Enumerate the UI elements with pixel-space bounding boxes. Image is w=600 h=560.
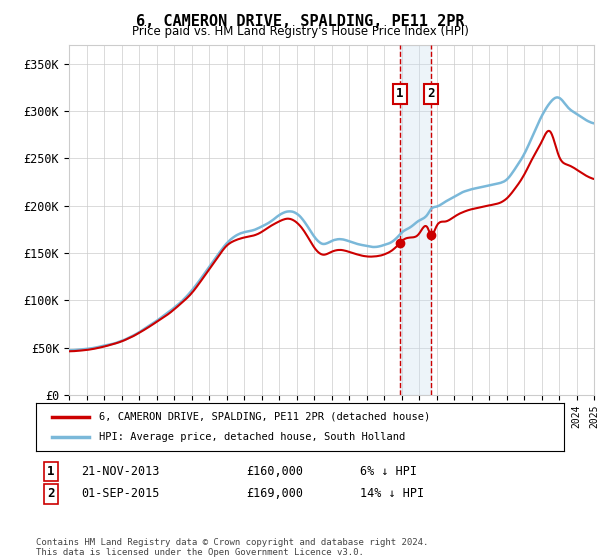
Bar	[400, 45, 431, 395]
Text: 1: 1	[47, 465, 55, 478]
Text: £160,000: £160,000	[246, 465, 303, 478]
Text: 2: 2	[47, 487, 55, 501]
Text: Price paid vs. HM Land Registry's House Price Index (HPI): Price paid vs. HM Land Registry's House …	[131, 25, 469, 38]
Text: 6, CAMERON DRIVE, SPALDING, PE11 2PR: 6, CAMERON DRIVE, SPALDING, PE11 2PR	[136, 14, 464, 29]
Text: £169,000: £169,000	[246, 487, 303, 501]
Text: 6, CAMERON DRIVE, SPALDING, PE11 2PR (detached house): 6, CAMERON DRIVE, SPALDING, PE11 2PR (de…	[100, 412, 431, 422]
Text: 21-NOV-2013: 21-NOV-2013	[81, 465, 160, 478]
Text: 1: 1	[396, 87, 404, 100]
Text: 2: 2	[427, 87, 434, 100]
Text: 01-SEP-2015: 01-SEP-2015	[81, 487, 160, 501]
Text: HPI: Average price, detached house, South Holland: HPI: Average price, detached house, Sout…	[100, 432, 406, 442]
Text: 14% ↓ HPI: 14% ↓ HPI	[360, 487, 424, 501]
Text: 6% ↓ HPI: 6% ↓ HPI	[360, 465, 417, 478]
Text: Contains HM Land Registry data © Crown copyright and database right 2024.
This d: Contains HM Land Registry data © Crown c…	[36, 538, 428, 557]
